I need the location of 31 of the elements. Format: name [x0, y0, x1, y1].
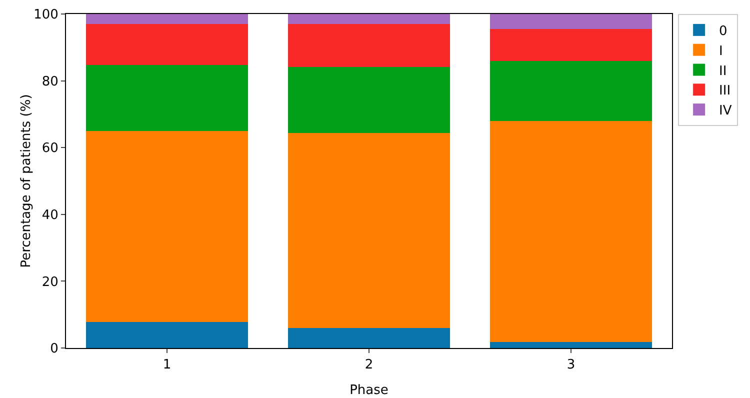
bar: [490, 14, 652, 30]
bar: [86, 14, 248, 24]
y-tick-label: 100: [34, 8, 58, 23]
legend-label: II: [719, 64, 727, 79]
bar: [288, 67, 450, 133]
y-axis-title: Percentage of patients (%): [19, 94, 34, 268]
legend-label: 0: [719, 24, 728, 40]
bar: [86, 130, 248, 322]
x-axis-title: Phase: [350, 383, 388, 398]
y-tick-label: 0: [50, 342, 58, 357]
x-tick-label: 2: [364, 358, 374, 373]
bar: [490, 120, 652, 342]
bar: [86, 322, 248, 348]
bar: [490, 342, 652, 348]
y-tick-label: 20: [42, 274, 58, 290]
legend-label: IV: [719, 104, 732, 119]
legend-label: I: [719, 44, 723, 59]
legend-label: III: [719, 84, 731, 99]
bar: [86, 65, 248, 131]
y-tick-label: 40: [42, 208, 58, 223]
y-tick-label: 80: [42, 74, 58, 90]
bar: [288, 14, 450, 24]
y-tick-label: 60: [42, 141, 58, 156]
x-tick-label: 3: [566, 358, 576, 373]
bar: [490, 29, 652, 62]
bar: [288, 24, 450, 68]
x-tick-label: 1: [162, 358, 172, 373]
bar: [86, 24, 248, 66]
bar: [490, 61, 652, 121]
bar: [288, 132, 450, 328]
bar: [288, 328, 450, 348]
